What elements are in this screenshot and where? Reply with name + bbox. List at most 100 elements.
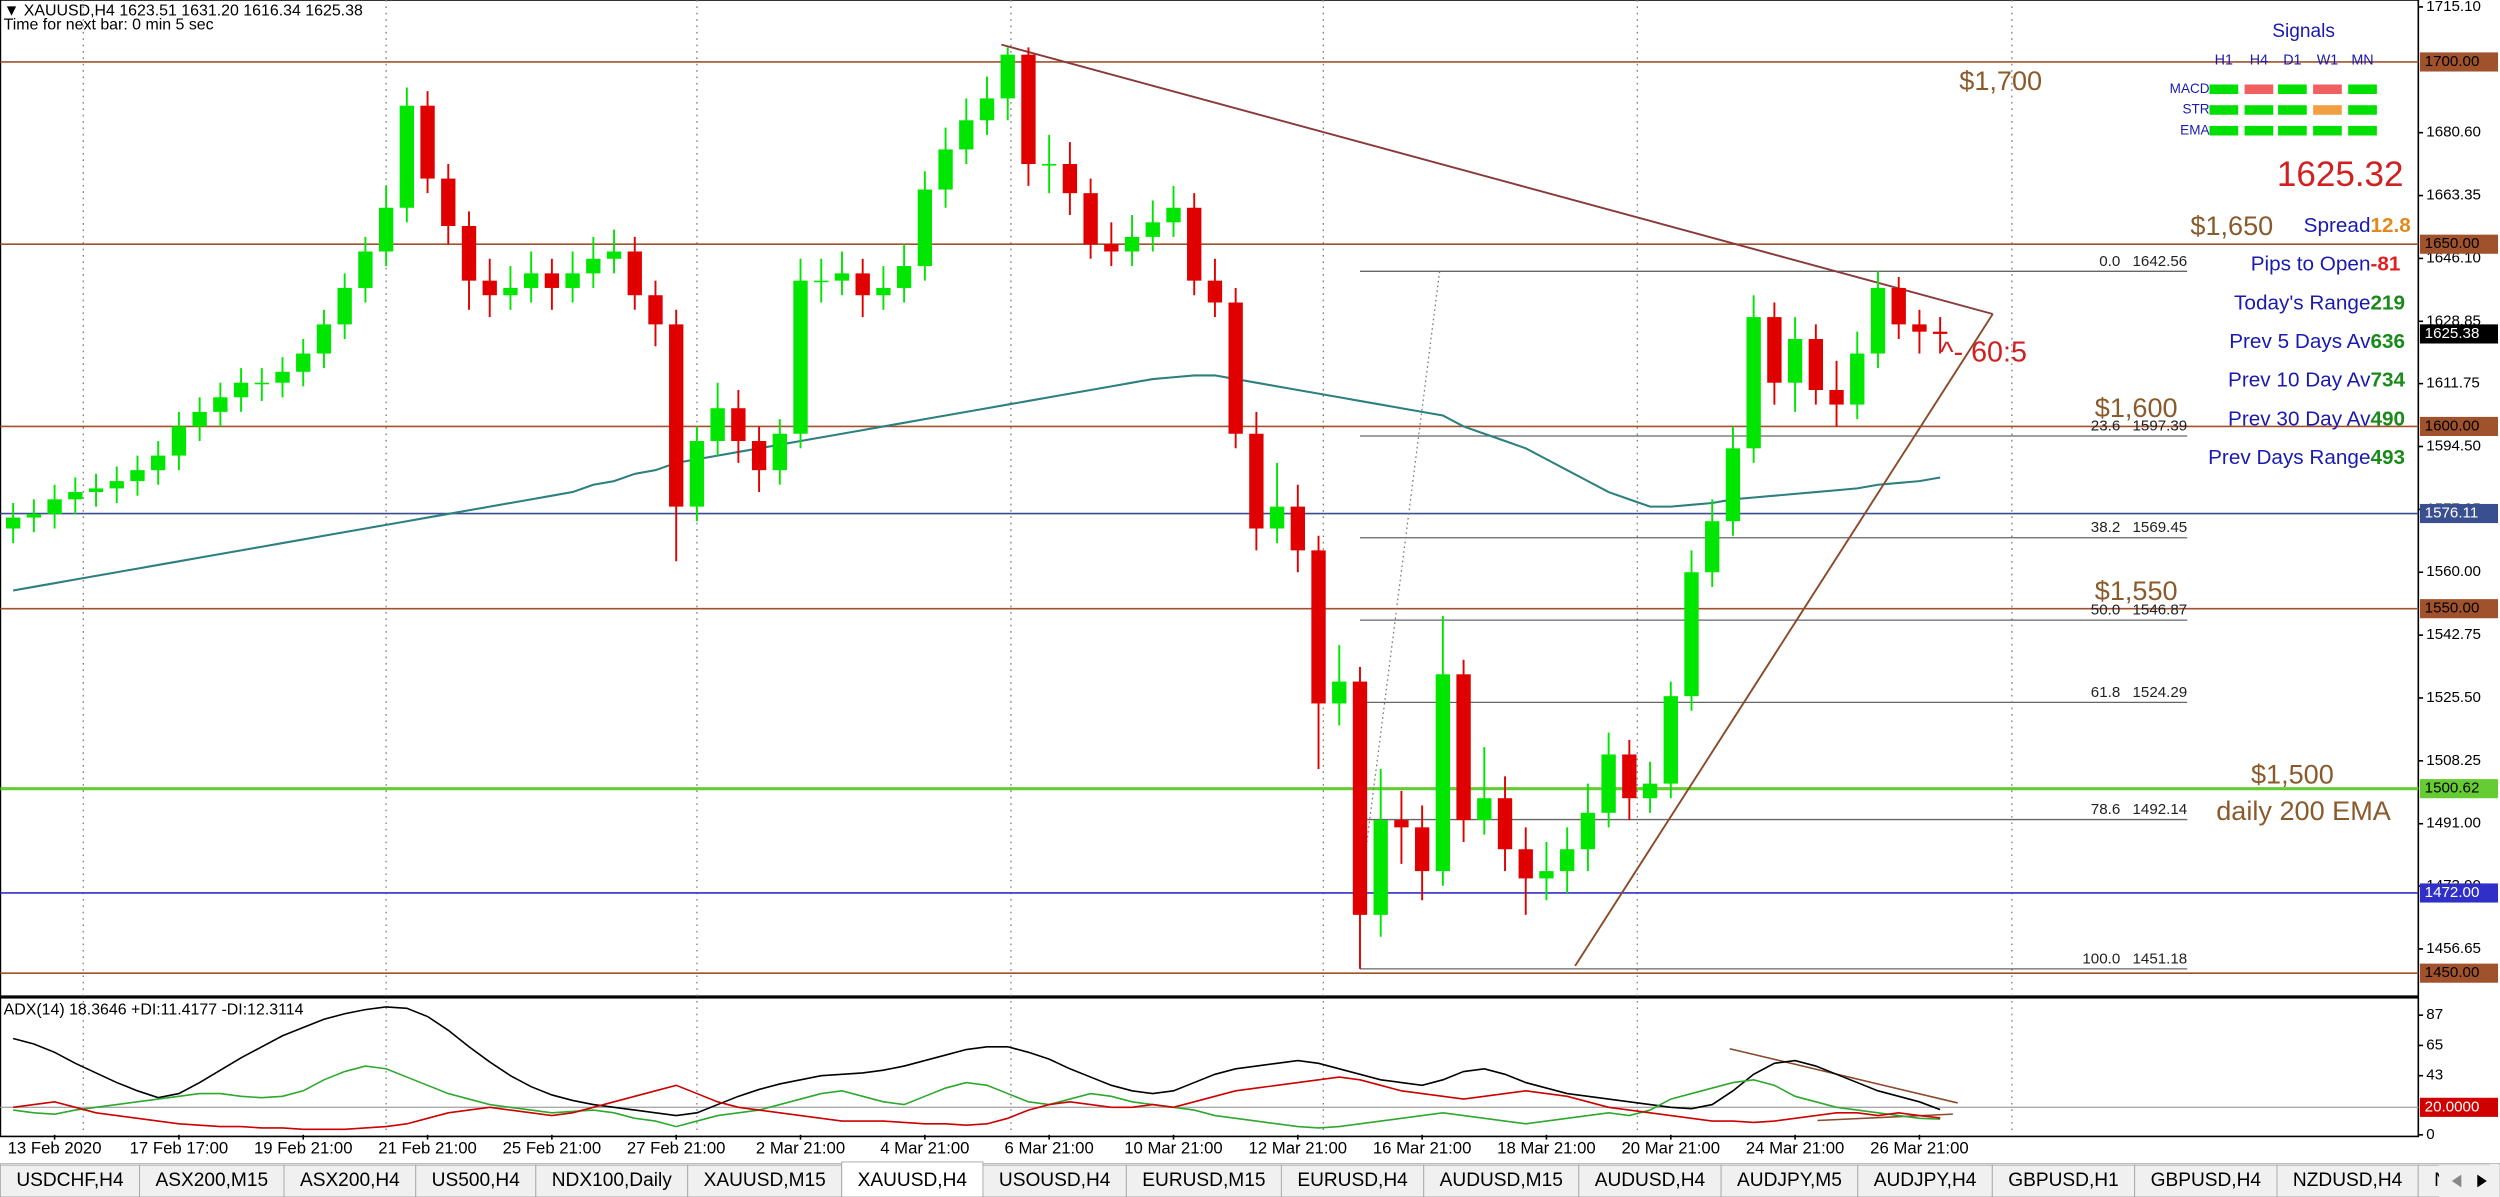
candle-body: [378, 207, 394, 252]
tab[interactable]: [535, 1164, 689, 1197]
signal-cell: [2313, 105, 2342, 115]
tab-label[interactable]: AUDJPY,M5: [1737, 1170, 1842, 1191]
annotation: daily 200 EMA: [2216, 795, 2392, 826]
trend-line: [1574, 313, 1994, 967]
tab-label[interactable]: USDCHF,H4: [16, 1170, 124, 1191]
fib-price: 1451.18: [2133, 950, 2188, 967]
tab[interactable]: [1280, 1164, 1425, 1197]
tab[interactable]: [2134, 1164, 2278, 1197]
candle-body: [171, 426, 187, 456]
fib-price: 1546.87: [2133, 602, 2188, 619]
tab-label[interactable]: NDX100,Daily: [552, 1170, 672, 1191]
tab-label[interactable]: GBPUSD,H4: [2151, 1170, 2262, 1191]
tab-label[interactable]: AUDJPY,H4: [1874, 1170, 1977, 1191]
candle-body: [1414, 827, 1430, 872]
last-price-box: [2419, 324, 2499, 344]
fib-level: 78.6: [2091, 801, 2120, 818]
stat-value: 490: [2370, 407, 2405, 430]
y-tick-label: 1611.75: [2426, 375, 2480, 392]
candle-body: [876, 287, 891, 296]
tab[interactable]: [2276, 1164, 2419, 1197]
candle-body: [1539, 871, 1554, 879]
candle-body: [917, 189, 933, 267]
tab-label[interactable]: AUDUSD,H4: [1595, 1170, 1706, 1191]
candle-body: [337, 287, 352, 325]
tab[interactable]: [283, 1164, 417, 1197]
signal-cell: [2209, 84, 2239, 95]
tab[interactable]: [1125, 1164, 1282, 1197]
candle-body: [814, 280, 829, 283]
price-level-box: [2419, 963, 2499, 983]
price-level-box: [2419, 234, 2499, 254]
tab-label[interactable]: XAUUSD,M15: [704, 1170, 826, 1191]
x-tick-label: 19 Feb 21:00: [254, 1139, 353, 1158]
x-tick-label: 4 Mar 21:00: [880, 1139, 969, 1158]
tab-label[interactable]: ASX200,M15: [155, 1170, 268, 1191]
tab-label[interactable]: USOUSD,H4: [999, 1170, 1111, 1191]
fib-level: 38.2: [2091, 519, 2120, 536]
annotation: $1,600: [2095, 392, 2178, 423]
candle-body: [296, 353, 311, 372]
x-tick-label: 24 Mar 21:00: [1746, 1139, 1845, 1158]
candle-body: [586, 258, 601, 274]
candle-body: [544, 273, 560, 288]
tab[interactable]: [1720, 1164, 1859, 1197]
tab-label[interactable]: US500,H4: [432, 1170, 521, 1191]
bar-timer: Time for next bar: 0 min 5 sec: [4, 17, 214, 34]
tab-scroll[interactable]: [2439, 1165, 2500, 1197]
tab-label[interactable]: NZDUSD,H4: [2293, 1170, 2403, 1191]
signal-column: H4: [2250, 52, 2268, 68]
last-price-label: 1625.38: [2425, 325, 2480, 342]
adx-y-tick-label: 65: [2426, 1036, 2443, 1053]
candle-body: [834, 273, 850, 281]
signal-cell: [2278, 125, 2307, 136]
price-level-label: 1500.62: [2425, 780, 2480, 797]
x-tick-label: 27 Feb 21:00: [627, 1139, 726, 1158]
tab-label[interactable]: EURUSD,H4: [1297, 1170, 1408, 1191]
tab-scroll-left[interactable]: [2451, 1174, 2462, 1188]
candle-body: [26, 513, 42, 518]
candle-body: [1850, 353, 1865, 405]
candle-body: [1891, 287, 1906, 325]
signal-cell: [2209, 105, 2239, 115]
signal-column: MN: [2351, 52, 2373, 68]
tab[interactable]: [0, 1164, 141, 1197]
signals-title: Signals: [2272, 21, 2335, 42]
tab[interactable]: [1857, 1164, 1993, 1197]
x-tick-label: 17 Feb 17:00: [130, 1139, 229, 1158]
candle-body: [275, 371, 290, 383]
candle-body: [461, 225, 477, 281]
candle-body: [1394, 820, 1409, 828]
fib-level: 50.0: [2091, 602, 2120, 619]
candles-layer: [5, 47, 1948, 1131]
tab[interactable]: [139, 1164, 285, 1197]
y-tick-label: 1680.60: [2426, 124, 2481, 141]
tab-label[interactable]: EURUSD,M15: [1142, 1170, 1265, 1191]
signal-cell: [2348, 105, 2377, 115]
adx-trend-line: [1729, 1047, 1958, 1104]
tab-label[interactable]: GBPUSD,H1: [2008, 1170, 2118, 1191]
stat-label: Pips to Open: [2251, 253, 2371, 276]
signal-cell: [2278, 84, 2307, 95]
candle-body: [1705, 521, 1720, 573]
price-level-box: [2419, 503, 2499, 524]
tab[interactable]: [415, 1164, 537, 1197]
tab-label[interactable]: ASX200,H4: [300, 1170, 400, 1191]
price-level-label: 1576.11: [2425, 505, 2479, 522]
x-tick-label: 16 Mar 21:00: [1373, 1139, 1472, 1158]
signal-cell: [2244, 125, 2274, 136]
fib-level: 0.0: [2099, 253, 2120, 270]
x-tick-label: 21 Feb 21:00: [378, 1139, 477, 1158]
tab-scroll-right[interactable]: [2477, 1174, 2487, 1188]
candle-body: [648, 295, 663, 325]
stat-value: 219: [2370, 291, 2405, 314]
candle-body: [1041, 164, 1057, 166]
tab[interactable]: [687, 1164, 843, 1197]
tab-label[interactable]: AUDUSD,M15: [1440, 1170, 1563, 1191]
tab[interactable]: [1423, 1164, 1580, 1197]
tab-label[interactable]: XAUUSD,H4: [858, 1170, 968, 1191]
fib-price: 1569.45: [2133, 519, 2188, 536]
stat-label: Prev 5 Days Av: [2229, 330, 2371, 353]
candle-body: [1601, 754, 1616, 813]
signal-row-label: EMA: [2180, 122, 2209, 137]
